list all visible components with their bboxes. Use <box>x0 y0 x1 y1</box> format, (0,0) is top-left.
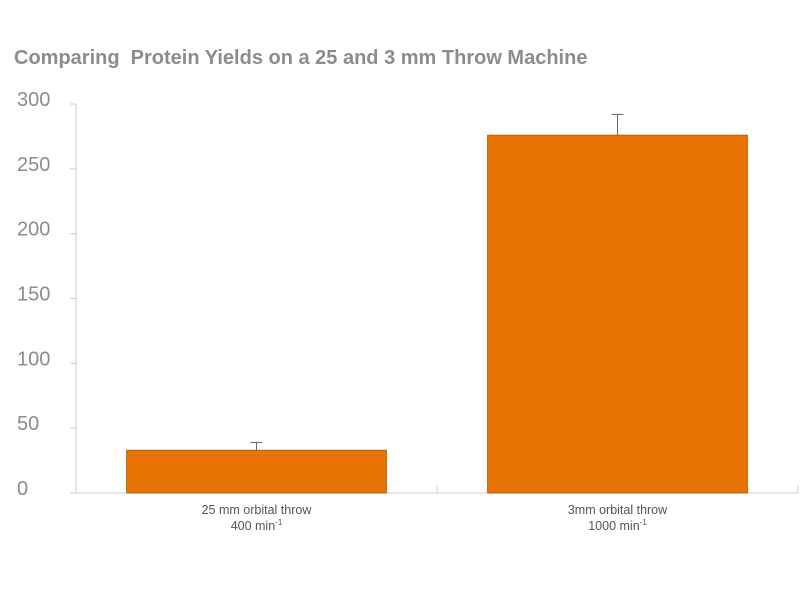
bars <box>126 134 748 494</box>
chart-title: Comparing Protein Yields on a 25 and 3 m… <box>14 47 588 69</box>
y-tick-label: 100 <box>17 348 50 370</box>
y-axis: 0 50 100 150 200 250 300 <box>17 89 77 500</box>
y-tick-label: 150 <box>17 284 50 306</box>
bar <box>487 134 748 494</box>
y-tick-label: 250 <box>17 154 50 176</box>
x-category-sublabel: 1000 min-1 <box>588 518 647 533</box>
y-tick-label: 300 <box>17 89 50 111</box>
x-category-label: 25 mm orbital throw <box>202 503 313 517</box>
x-category-label: 3mm orbital throw <box>568 503 668 517</box>
x-category-rate: 400 min <box>231 519 276 533</box>
x-category-rate-exponent: -1 <box>640 518 648 527</box>
x-category-rate: 1000 min <box>588 519 639 533</box>
error-bars <box>250 113 624 451</box>
x-category-sublabel: 400 min-1 <box>231 518 283 533</box>
y-tick-label: 200 <box>17 219 50 241</box>
bar <box>126 449 387 494</box>
y-tick-label: 0 <box>17 478 28 500</box>
x-category-rate-exponent: -1 <box>275 518 283 527</box>
y-tick-label: 50 <box>17 413 39 435</box>
